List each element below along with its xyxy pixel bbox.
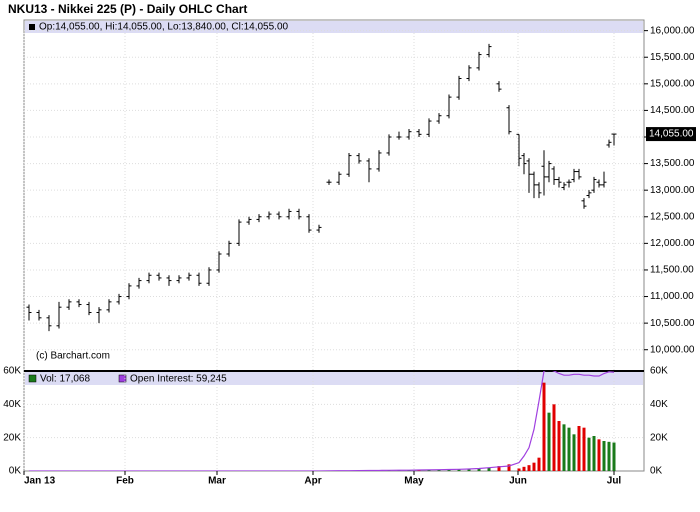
x-tick-label: Jul xyxy=(607,476,622,487)
y-tick-label: 16,000.00 xyxy=(650,25,695,36)
watermark: (c) Barchart.com xyxy=(36,351,110,362)
chart-title: NKU13 - Nikkei 225 (P) - Daily OHLC Char… xyxy=(8,2,247,16)
volume-bar xyxy=(507,464,511,471)
volume-bar xyxy=(562,424,566,471)
volume-bar xyxy=(597,439,601,471)
y-tick-label: 11,500.00 xyxy=(650,265,694,276)
volume-bar xyxy=(552,404,556,471)
volume-bar xyxy=(612,442,616,471)
volume-bar xyxy=(577,426,581,471)
volume-bar xyxy=(582,427,586,471)
legend-swatch xyxy=(118,374,127,383)
y-tick-label: 13,000.00 xyxy=(650,185,695,196)
volume-bar xyxy=(517,468,521,471)
volume-bar xyxy=(567,427,571,471)
x-tick-label: Jan 13 xyxy=(24,476,56,487)
volume-bar xyxy=(557,421,561,471)
y-tick-label: 60K xyxy=(650,366,668,377)
y-tick-label: 40K xyxy=(650,399,668,410)
volume-bar xyxy=(457,469,461,471)
volume-bar xyxy=(527,465,531,471)
volume-bar xyxy=(537,457,541,471)
last-price-label: 14,055.00 xyxy=(649,129,694,140)
x-tick-label: Jun xyxy=(509,476,527,487)
y-tick-label: 20K xyxy=(3,432,21,443)
y-tick-label: 0K xyxy=(9,466,22,477)
y-tick-label: 40K xyxy=(3,399,21,410)
volume-bar xyxy=(487,467,491,471)
volume-bar xyxy=(497,466,501,471)
x-tick-label: Mar xyxy=(208,476,226,487)
info-band xyxy=(25,21,643,33)
volume-bar xyxy=(467,469,471,471)
y-tick-label: 14,500.00 xyxy=(650,105,695,116)
volume-bars xyxy=(327,382,616,471)
y-tick-label: 12,000.00 xyxy=(650,238,695,249)
y-tick-label: 10,000.00 xyxy=(650,344,695,355)
y-tick-label: 20K xyxy=(650,432,668,443)
info-text: Op:14,055.00, Hi:14,055.00, Lo:13,840.00… xyxy=(39,22,289,33)
y-tick-label: 12,500.00 xyxy=(650,211,695,222)
volume-legend-band xyxy=(25,372,643,385)
plot-frame xyxy=(23,19,645,472)
y-tick-label: 10,500.00 xyxy=(650,318,695,329)
volume-bar xyxy=(547,412,551,471)
x-tick-label: Feb xyxy=(116,476,134,487)
volume-bar xyxy=(587,437,591,471)
volume-bar xyxy=(542,382,546,471)
y-tick-label: 15,500.00 xyxy=(650,52,695,63)
x-tick-label: May xyxy=(404,476,424,487)
y-tick-label: 60K xyxy=(3,366,21,377)
volume-bar xyxy=(602,441,606,471)
info-swatch xyxy=(29,24,35,30)
volume-bar xyxy=(437,469,441,471)
legend-swatch xyxy=(28,374,37,383)
volume-bar xyxy=(592,436,596,471)
legend-label: Open Interest: 59,245 xyxy=(130,374,227,385)
y-tick-label: 0K xyxy=(650,466,663,477)
volume-bar xyxy=(572,434,576,471)
last-price-box xyxy=(646,127,696,142)
volume-bar xyxy=(447,469,451,471)
x-tick-label: Apr xyxy=(304,476,321,487)
volume-bar xyxy=(522,466,526,471)
volume-bar xyxy=(607,441,611,471)
volume-bar xyxy=(532,462,536,471)
y-tick-label: 11,000.00 xyxy=(650,291,694,302)
legend-label: Vol: 17,068 xyxy=(40,374,90,385)
y-tick-label: 15,000.00 xyxy=(650,78,695,89)
volume-bar xyxy=(477,468,481,471)
open-interest-line xyxy=(29,371,615,471)
y-tick-label: 13,500.00 xyxy=(650,158,695,169)
